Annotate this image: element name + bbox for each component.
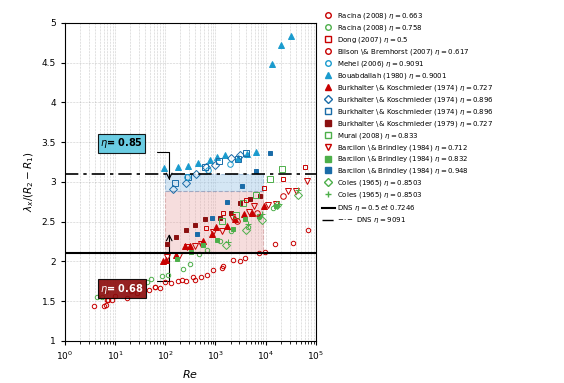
Bar <box>165 192 263 254</box>
Y-axis label: $\lambda_x / (R_2 - R_1)$: $\lambda_x / (R_2 - R_1)$ <box>23 152 36 212</box>
Text: $\eta$= 0.68: $\eta$= 0.68 <box>100 282 143 296</box>
X-axis label: $Re$: $Re$ <box>182 368 199 380</box>
Bar <box>165 174 263 192</box>
Text: $\eta$= 0.85: $\eta$= 0.85 <box>100 136 143 150</box>
Legend: Racina (2008) $\eta = 0.663$, Racina (2008) $\eta = 0.758$, Dong (2007) $\eta = : Racina (2008) $\eta = 0.663$, Racina (20… <box>322 11 494 225</box>
